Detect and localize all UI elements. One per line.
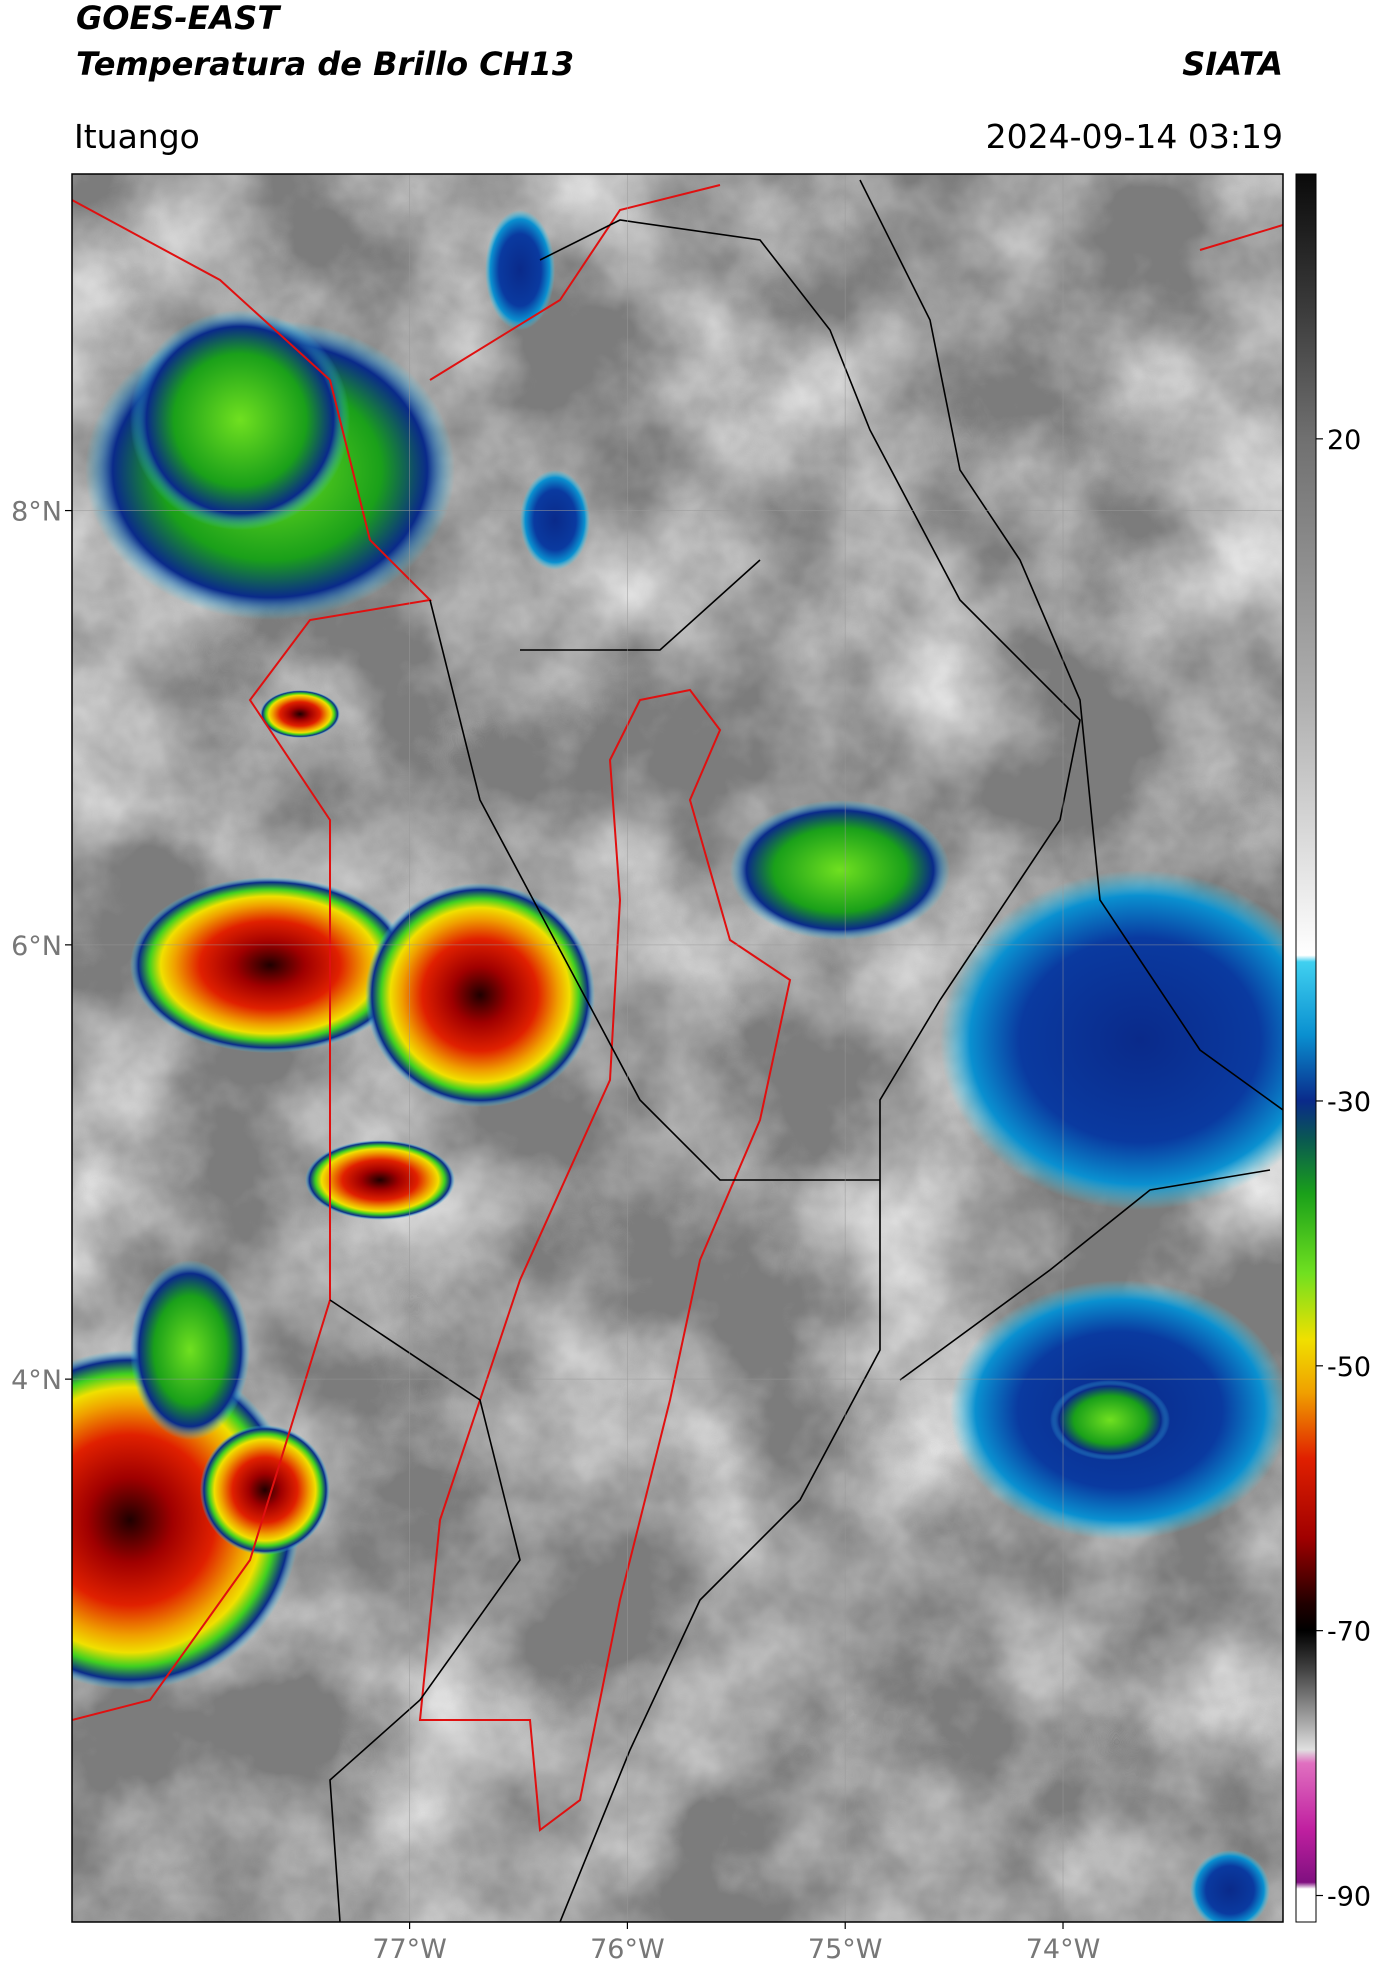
department-boundary xyxy=(539,219,1081,1922)
coastline xyxy=(1199,224,1283,251)
storm-cell xyxy=(1050,1380,1170,1460)
storm-cell xyxy=(200,1425,330,1555)
source: SIATA xyxy=(1182,45,1283,83)
storm-cell xyxy=(730,800,950,940)
colorbar-tick-label: -70 xyxy=(1327,1617,1371,1648)
storm-cell xyxy=(305,1140,455,1220)
lon-tick-label: 77°W xyxy=(372,1934,447,1965)
storm-cell xyxy=(1190,1850,1270,1922)
graticule xyxy=(72,174,1283,1922)
lon-tick-label: 76°W xyxy=(590,1934,665,1965)
storm-cell xyxy=(130,310,350,530)
colorbar-tick-label: -50 xyxy=(1327,1352,1371,1383)
storm-cell xyxy=(485,210,555,330)
lat-tick-label: 4°N xyxy=(11,1365,62,1396)
coastline xyxy=(72,199,433,1721)
coastline xyxy=(429,184,721,381)
storm-cell xyxy=(130,1260,250,1440)
colorbar xyxy=(1295,173,1317,1923)
colorbar-tick-label: -90 xyxy=(1327,1882,1371,1913)
department-boundary xyxy=(859,179,1283,1111)
region-boundary xyxy=(418,688,792,1832)
storm-cell xyxy=(520,470,590,570)
location: Ituango xyxy=(74,117,200,156)
storm-cell xyxy=(365,883,595,1107)
storm-cell xyxy=(130,877,410,1053)
map-frame xyxy=(71,173,1284,1923)
storm-cell xyxy=(260,690,340,738)
title-line1: GOES-EAST xyxy=(76,0,281,37)
lon-tick-label: 75°W xyxy=(808,1934,883,1965)
colorbar-tick-label: 20 xyxy=(1327,425,1361,456)
department-boundary xyxy=(329,559,1271,1922)
storm-cell xyxy=(940,870,1283,1210)
colorbar-tick-label: -30 xyxy=(1327,1087,1371,1118)
lat-tick-label: 8°N xyxy=(11,497,62,528)
lon-tick-label: 74°W xyxy=(1026,1934,1101,1965)
satellite-image xyxy=(72,174,1283,1922)
title-line2: Temperatura de Brillo CH13 xyxy=(76,45,574,83)
lat-tick-label: 6°N xyxy=(11,931,62,962)
timestamp: 2024-09-14 03:19 xyxy=(986,117,1283,156)
